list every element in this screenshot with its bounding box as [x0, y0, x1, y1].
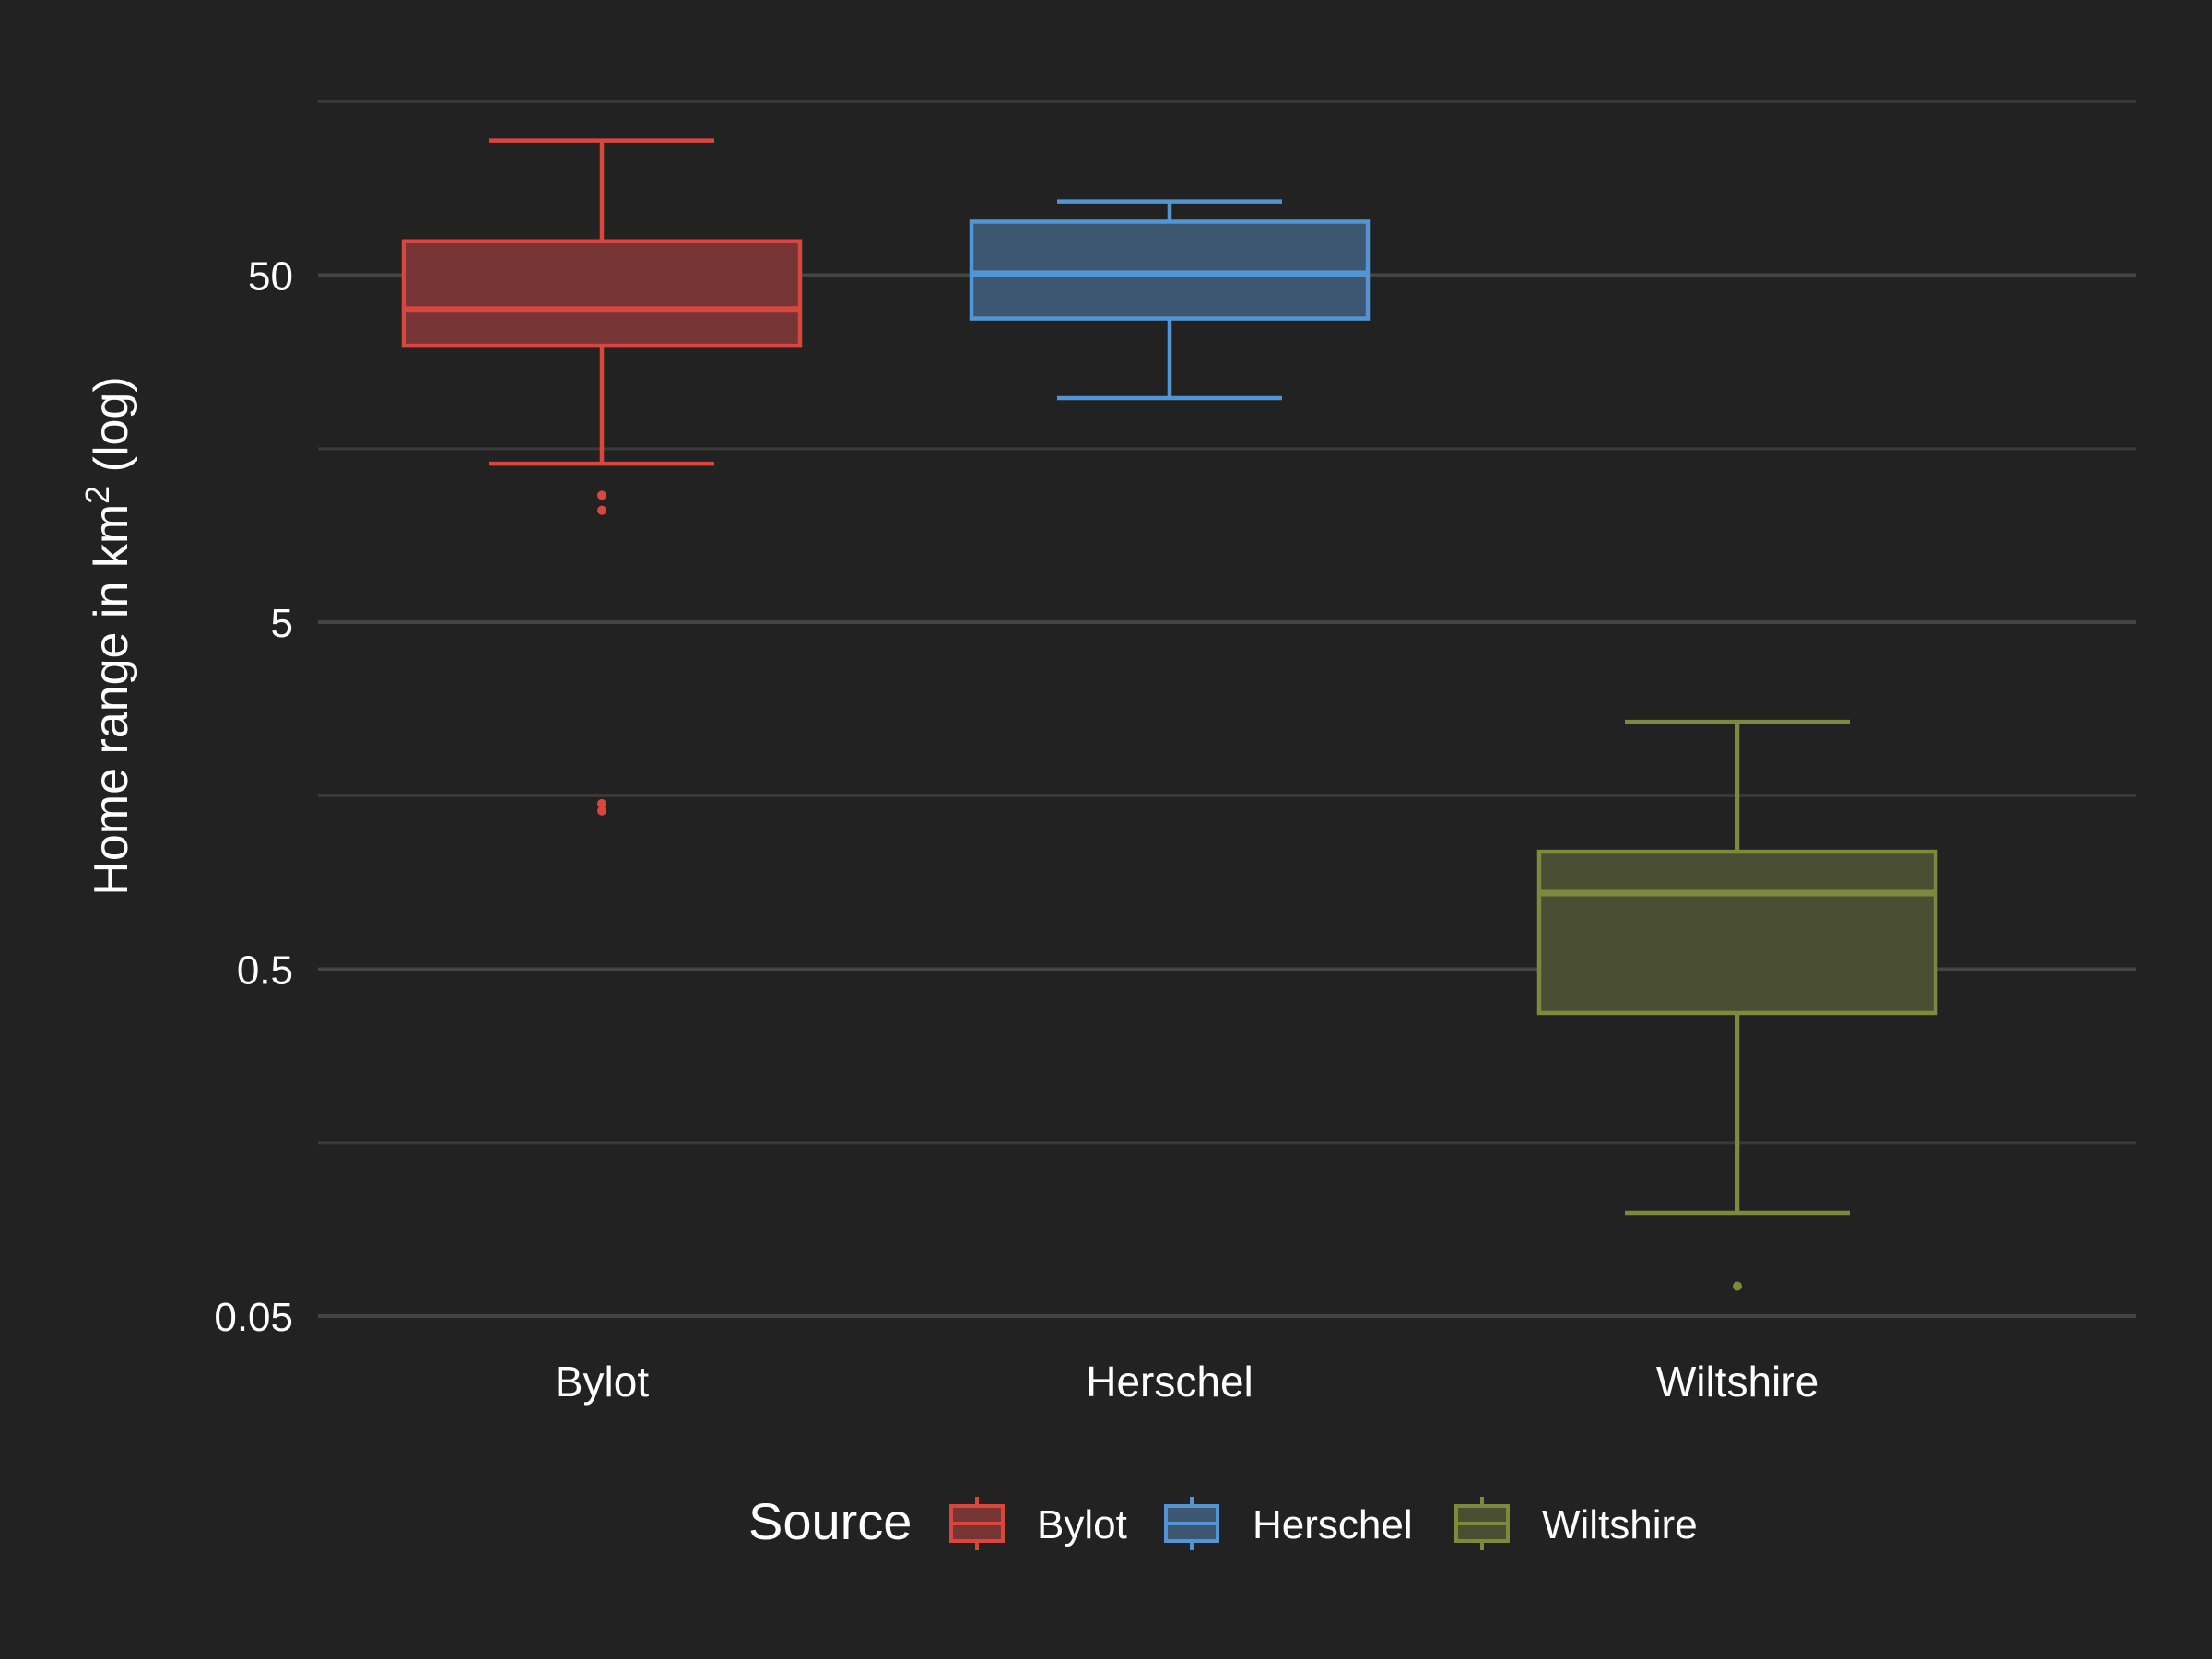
y-axis-label: Home range in km2 (log): [78, 376, 138, 895]
legend-key: [949, 1497, 1005, 1550]
legend-item-wiltshire: Wiltshire: [1454, 1497, 1698, 1550]
x-tick-label: Wiltshire: [1656, 1358, 1818, 1406]
x-axis-ticks: Bylot Herschel Wiltshire: [555, 1358, 1818, 1406]
iqr-box: [1536, 849, 1938, 1016]
outlier-point: [1733, 1281, 1742, 1291]
legend-label: Bylot: [1037, 1502, 1127, 1547]
boxes-layer: [401, 138, 1938, 1291]
legend-label: Wiltshire: [1542, 1502, 1698, 1547]
legend-item-bylot: Bylot: [949, 1497, 1127, 1550]
legend-key: [1454, 1497, 1510, 1550]
iqr-box: [401, 239, 803, 348]
box-wiltshire: [1536, 719, 1938, 1291]
x-tick-label: Bylot: [555, 1358, 649, 1406]
outlier-point: [597, 490, 606, 500]
y-axis-ticks: 0.05 0.5 5 50: [214, 254, 293, 1341]
legend-key: [1164, 1497, 1219, 1550]
outlier-point: [597, 806, 606, 816]
outlier-point: [597, 505, 606, 515]
y-tick-label: 0.5: [237, 948, 293, 994]
legend: Source Bylot Herschel Wiltshire: [748, 1492, 1698, 1550]
legend-items: Bylot Herschel Wiltshire: [949, 1497, 1698, 1550]
legend-title: Source: [748, 1492, 912, 1550]
legend-item-herschel: Herschel: [1164, 1497, 1413, 1550]
y-tick-label: 0.05: [214, 1295, 293, 1340]
box-bylot: [401, 138, 803, 816]
y-tick-label: 50: [248, 254, 293, 300]
y-tick-label: 5: [271, 601, 293, 646]
grid-layer: [318, 100, 2136, 1318]
box-herschel: [969, 199, 1371, 401]
iqr-box: [969, 219, 1371, 321]
x-tick-label: Herschel: [1086, 1358, 1253, 1406]
legend-label: Herschel: [1253, 1502, 1413, 1547]
outlier-point: [597, 798, 606, 808]
